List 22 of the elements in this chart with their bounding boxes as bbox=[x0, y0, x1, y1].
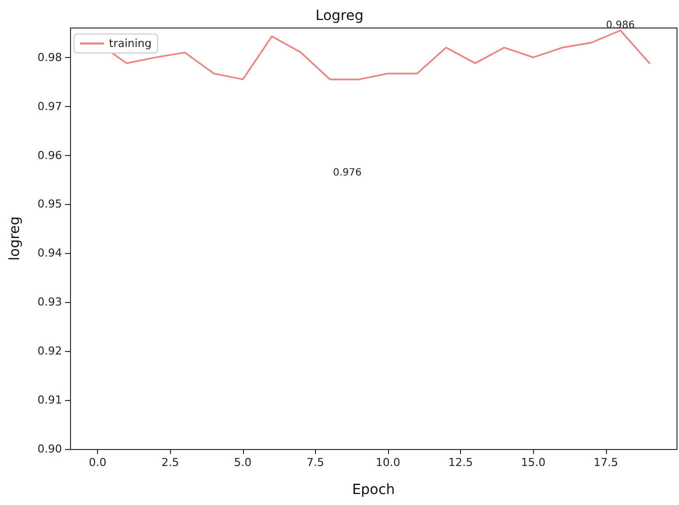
y-tick-label: 0.93 bbox=[38, 296, 62, 309]
y-tick-label: 0.96 bbox=[38, 148, 62, 162]
x-tick-label: 15.0 bbox=[520, 456, 546, 469]
y-tick-label: 0.91 bbox=[38, 394, 62, 407]
x-axis-title: Epoch bbox=[352, 482, 395, 498]
chart-title: Logreg bbox=[316, 8, 364, 24]
x-tick-label: 10.0 bbox=[376, 456, 400, 469]
y-tick-label: 0.90 bbox=[38, 442, 62, 456]
y-tick-label: 0.94 bbox=[38, 246, 62, 260]
x-tick-label: 7.5 bbox=[306, 456, 324, 469]
x-tick-label: 2.5 bbox=[161, 456, 179, 469]
x-tick-label: 5.0 bbox=[234, 456, 252, 469]
y-tick-label: 0.95 bbox=[38, 198, 62, 211]
x-tick-label: 12.5 bbox=[448, 456, 473, 469]
x-tick-label: 0.0 bbox=[88, 456, 106, 469]
x-tick-label: 17.5 bbox=[594, 456, 618, 469]
annotation: 0.976 bbox=[333, 168, 362, 178]
y-axis-title: logreg bbox=[7, 216, 23, 261]
y-tick-label: 0.97 bbox=[38, 100, 62, 113]
y-tick-label: 0.98 bbox=[38, 50, 62, 64]
legend-label: training bbox=[109, 37, 152, 50]
y-tick-label: 0.92 bbox=[38, 344, 62, 358]
